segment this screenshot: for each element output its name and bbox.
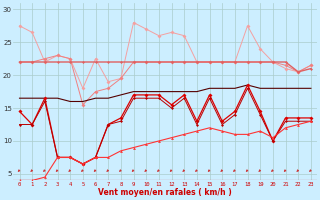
X-axis label: Vent moyen/en rafales ( km/h ): Vent moyen/en rafales ( km/h ) — [98, 188, 232, 197]
